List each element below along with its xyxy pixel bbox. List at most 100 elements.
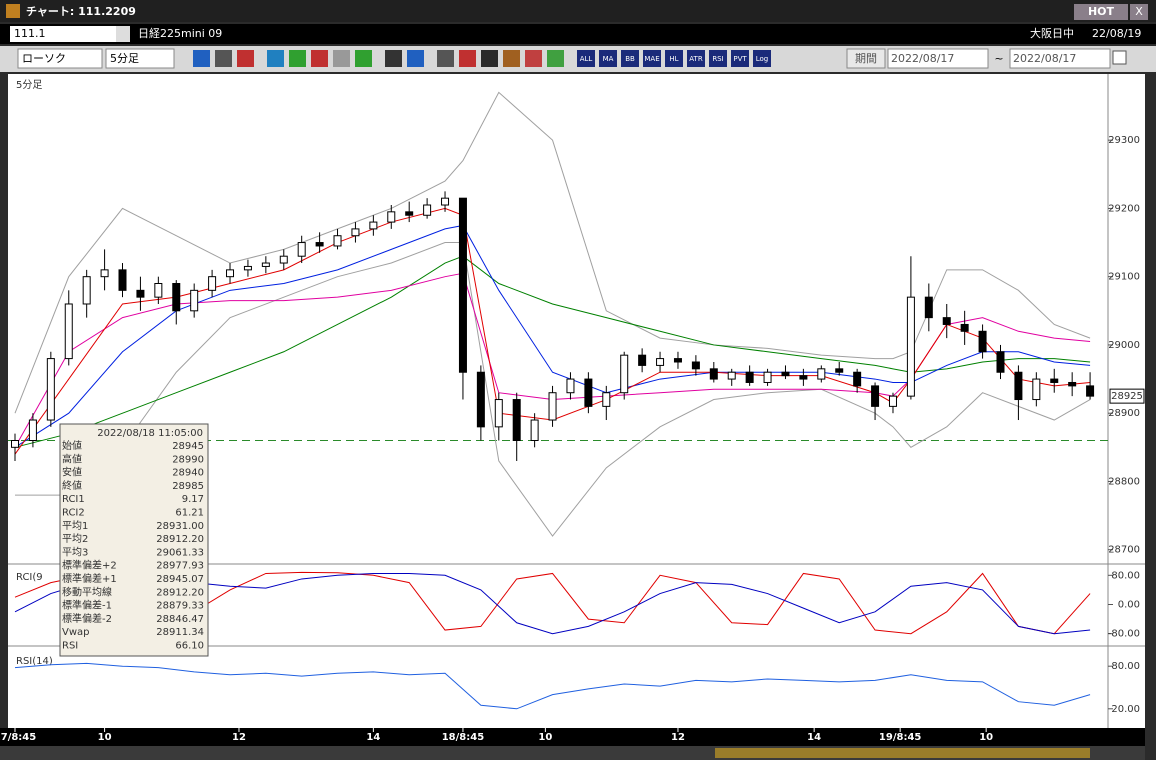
toolbar-icon[interactable] (577, 50, 595, 67)
candle-body (691, 361, 700, 370)
x-tick-label: 14 (807, 732, 821, 743)
candle-body (243, 265, 252, 271)
toolbar-icon[interactable] (731, 50, 749, 67)
symbol-dropdown[interactable] (116, 26, 130, 42)
info-value: 28912.20 (156, 587, 204, 598)
candle-body (745, 371, 754, 383)
toolbar-icon[interactable] (709, 50, 727, 67)
symbol-name: 日経225mini 09 (138, 27, 222, 40)
y-tick-label: 28900 (1108, 408, 1140, 419)
candle-body (136, 289, 145, 298)
candle-body (1014, 371, 1023, 401)
y-tick-label: -80.00 (1108, 629, 1140, 640)
candle-body (1086, 385, 1095, 397)
symbol-input[interactable] (10, 26, 128, 42)
x-tick-label: 14 (366, 732, 380, 743)
hot-button[interactable] (1074, 4, 1128, 20)
checkbox[interactable] (1112, 50, 1127, 65)
toolbar-icon-label: MA (603, 55, 614, 63)
candle-body (190, 289, 199, 312)
close-button[interactable] (1130, 4, 1148, 20)
info-label: 高値 (62, 452, 82, 465)
toolbar-icon[interactable] (459, 50, 476, 67)
candle-body (781, 371, 790, 377)
date-from-input[interactable] (887, 48, 989, 69)
period-button[interactable] (846, 48, 886, 69)
panel-label: 5分足 (16, 79, 42, 91)
candle-body (942, 317, 951, 325)
toolbar-icon-label: HL (669, 55, 678, 63)
toolbar-icon[interactable] (311, 50, 328, 67)
candle-body (82, 276, 91, 305)
info-value: 28846.47 (156, 614, 204, 625)
toolbar-icon[interactable] (687, 50, 705, 67)
candle-body (1068, 381, 1077, 387)
candle-body (333, 235, 342, 247)
scroll-thumb[interactable] (715, 748, 1090, 758)
toolbar-icon[interactable] (237, 50, 254, 67)
toolbar-icon[interactable] (267, 50, 284, 67)
info-label: 平均2 (62, 533, 88, 545)
candle-body (154, 283, 163, 298)
toolbar-icon[interactable] (481, 50, 498, 67)
chart-type-select[interactable] (17, 48, 103, 69)
toolbar-icon[interactable] (643, 50, 661, 67)
toolbar-icon[interactable] (407, 50, 424, 67)
info-value: 28940 (172, 468, 204, 479)
toolbar-icon[interactable] (289, 50, 306, 67)
toolbar-icon[interactable] (621, 50, 639, 67)
candle-body (673, 358, 682, 363)
candle-body (566, 378, 575, 394)
toolbar-icon[interactable] (193, 50, 210, 67)
toolbar-icon[interactable] (503, 50, 520, 67)
toolbar-icon[interactable] (215, 50, 232, 67)
y-tick-label: 0.00 (1118, 600, 1140, 611)
candle-body (727, 371, 736, 380)
price-tag-label: 28925 (1111, 391, 1143, 402)
interval-select[interactable] (105, 48, 175, 69)
toolbar-icon-label: PVT (733, 55, 747, 63)
info-value: 66.10 (175, 641, 204, 652)
x-tick-label: 12 (232, 732, 246, 743)
y-tick-label: 28800 (1108, 476, 1140, 487)
toolbar-icon[interactable] (547, 50, 564, 67)
y-tick-label: 29100 (1108, 272, 1140, 283)
candle-body (835, 368, 844, 373)
x-tick-label: 10 (979, 732, 993, 743)
info-value: 28977.93 (156, 561, 204, 572)
info-label: 標準偏差+2 (62, 559, 117, 572)
candle-body (458, 197, 467, 373)
candle-body (423, 204, 432, 216)
tilde: ~ (994, 52, 1003, 65)
toolbar-icon[interactable] (525, 50, 542, 67)
toolbar-icon[interactable] (665, 50, 683, 67)
toolbar-icon-label: ALL (580, 55, 593, 63)
info-value: 28931.00 (156, 521, 204, 532)
toolbar-icon[interactable] (333, 50, 350, 67)
y-tick-label: 28700 (1108, 545, 1140, 556)
candle-body (584, 378, 593, 407)
toolbar-icon-label: BB (625, 55, 635, 63)
info-label: 始値 (62, 439, 82, 452)
toolbar-icon[interactable] (599, 50, 617, 67)
indicator-line (14, 91, 1091, 414)
candle-body (1032, 378, 1041, 401)
toolbar-icon[interactable] (753, 50, 771, 67)
y-tick-label: 29300 (1108, 135, 1140, 146)
date-to-input[interactable] (1009, 48, 1111, 69)
date: 22/08/19 (1092, 27, 1141, 40)
candle-body (924, 296, 933, 319)
candle-body (118, 269, 127, 291)
toolbar-icon[interactable] (385, 50, 402, 67)
toolbar-icon[interactable] (437, 50, 454, 67)
info-value: 28912.20 (156, 534, 204, 545)
info-value: 61.21 (175, 508, 204, 519)
candle-body (476, 371, 485, 428)
toolbar-icon[interactable] (355, 50, 372, 67)
info-box (59, 423, 209, 657)
candle-body (978, 330, 987, 353)
info-label: 標準偏差-1 (62, 599, 112, 612)
y-tick-label: 29000 (1108, 340, 1140, 351)
hot-label: HOT (1088, 5, 1115, 18)
